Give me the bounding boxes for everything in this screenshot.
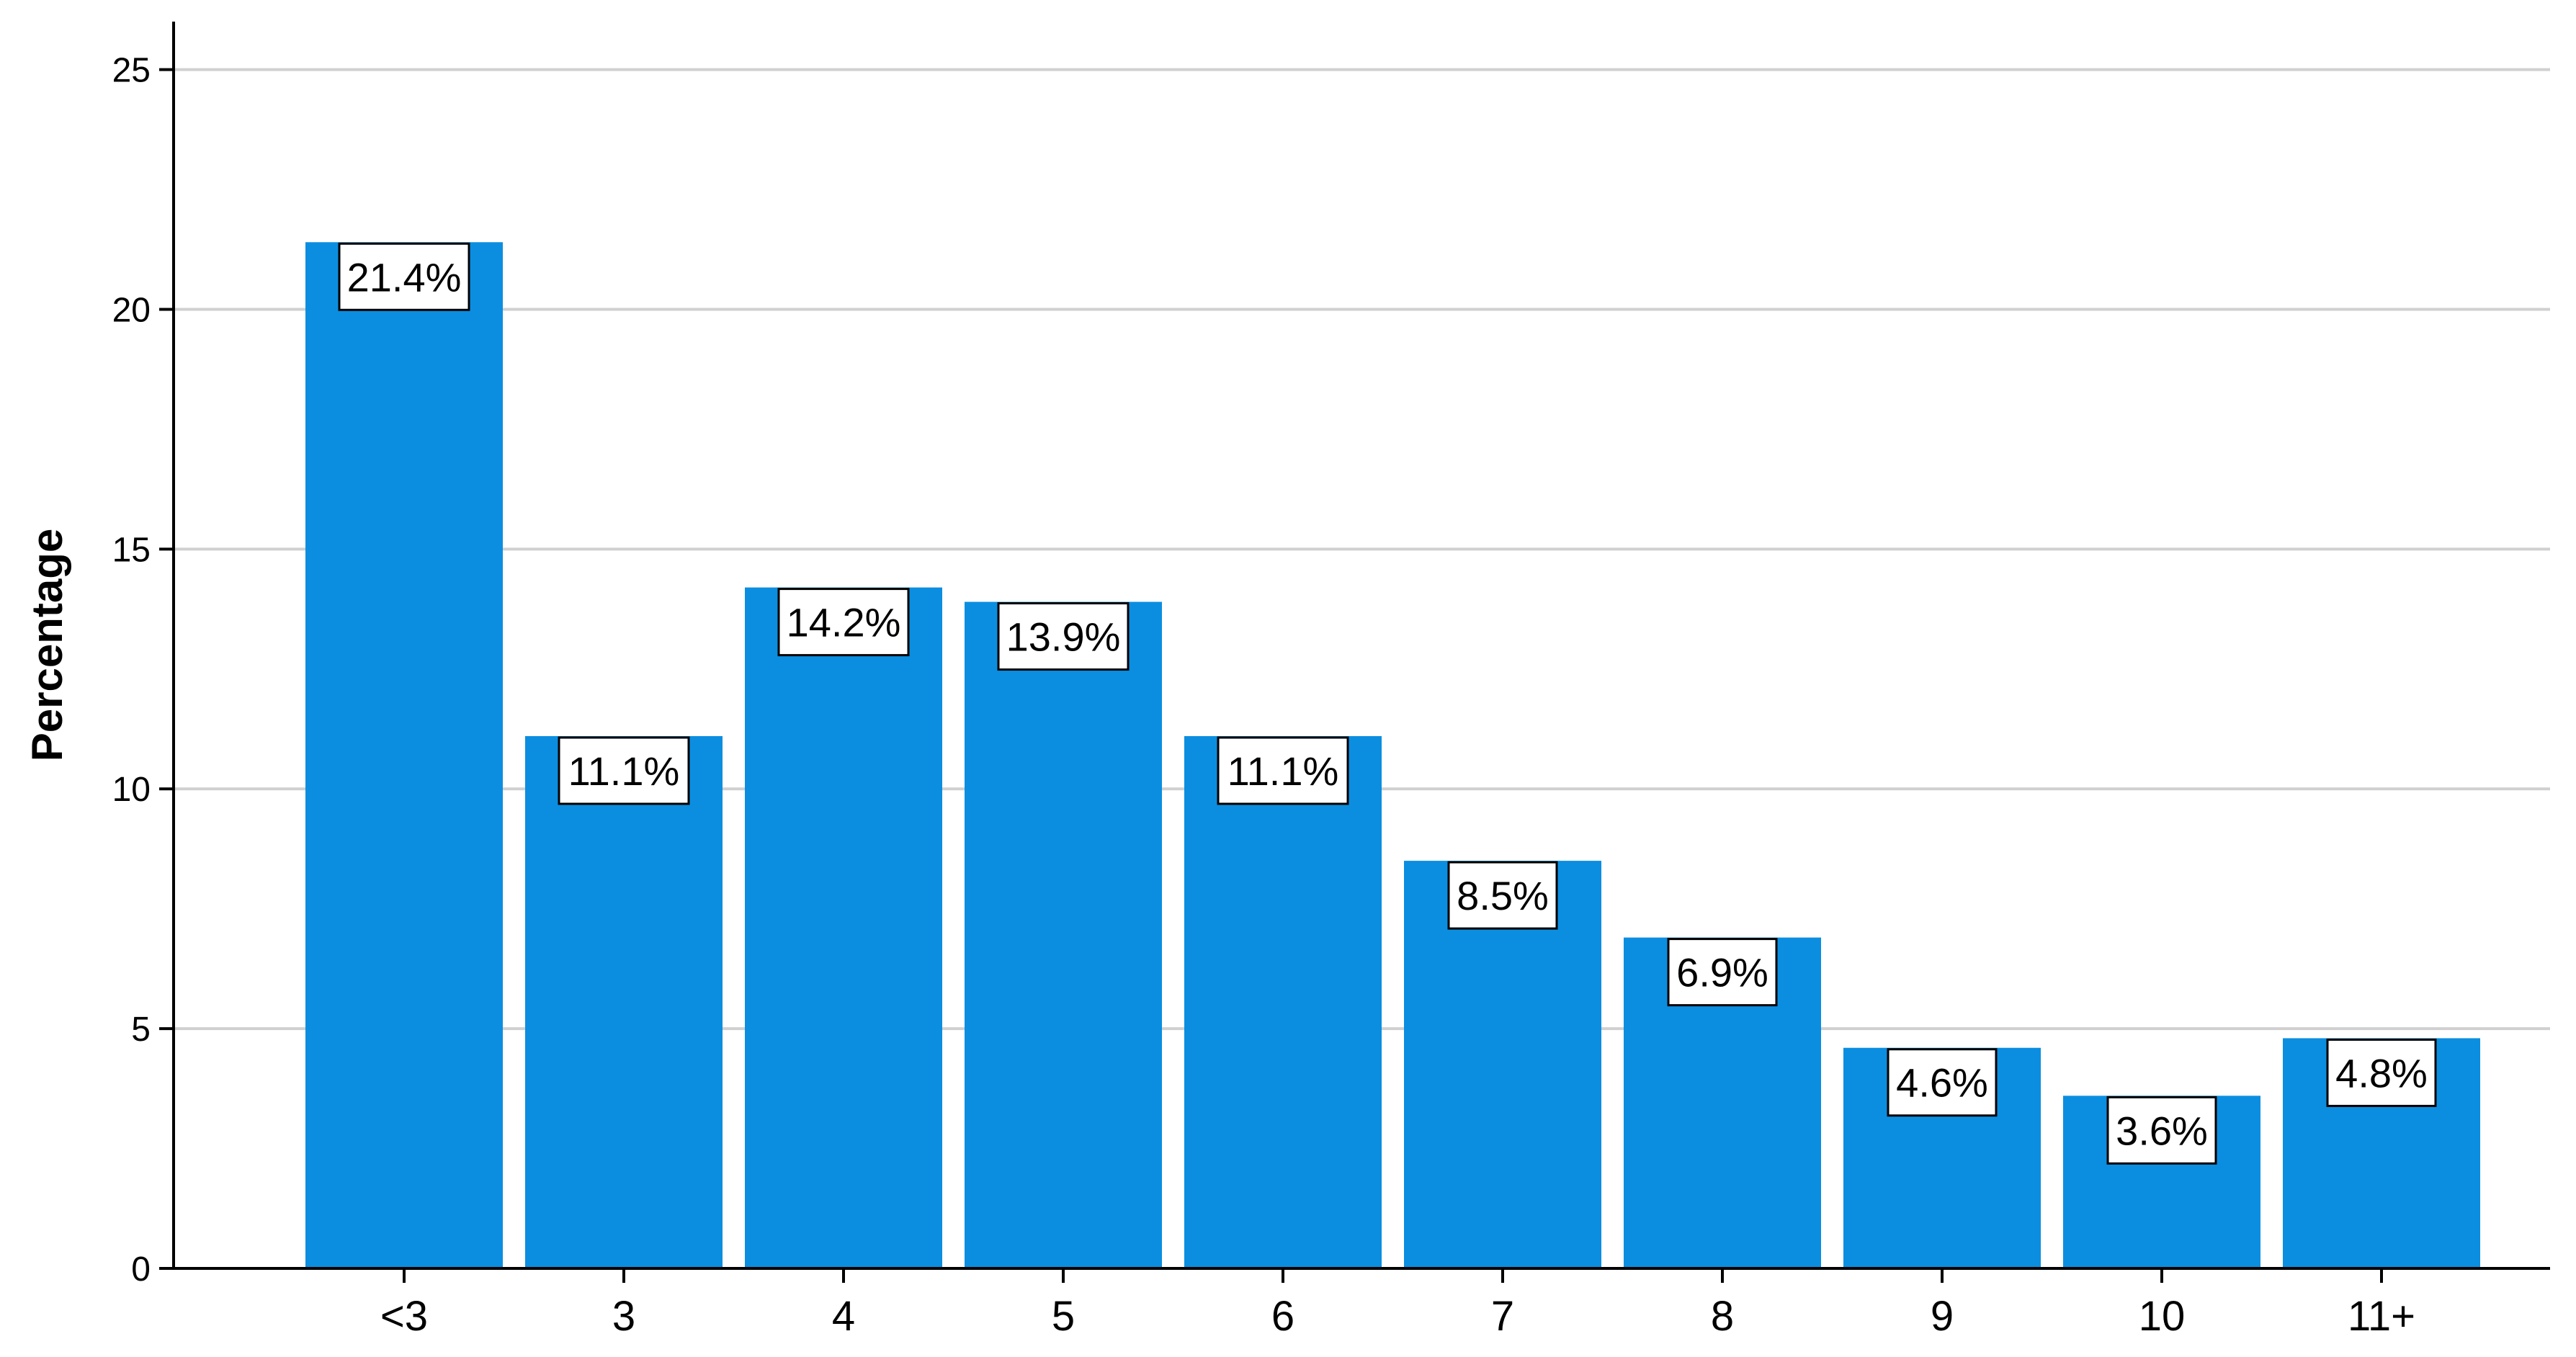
y-tick-label: 20	[112, 291, 151, 329]
bar	[525, 735, 723, 1268]
data-label: 6.9%	[1667, 938, 1778, 1007]
data-label: 8.5%	[1447, 861, 1558, 930]
y-tick-label: 15	[112, 531, 151, 569]
data-label-box	[1887, 1048, 1998, 1117]
y-tick-label: 5	[131, 1011, 151, 1049]
data-label: 3.6%	[2106, 1096, 2217, 1165]
y-tick-label: 10	[112, 771, 151, 809]
data-label-text: 6.9%	[1676, 950, 1768, 995]
data-label-text: 8.5%	[1457, 873, 1549, 918]
data-label-box	[997, 602, 1130, 671]
x-tick-label: 10	[2139, 1293, 2186, 1340]
x-tick-label: 9	[1931, 1293, 1954, 1340]
data-label-box	[2326, 1038, 2437, 1107]
data-label-text: 21.4%	[347, 254, 462, 300]
x-tick-label: 4	[832, 1293, 855, 1340]
x-tick-label: <3	[380, 1293, 428, 1340]
data-label: 11.1%	[1217, 736, 1349, 805]
data-label-text: 14.2%	[787, 600, 901, 645]
x-tick-label: 3	[612, 1293, 635, 1340]
bar	[1184, 735, 1382, 1268]
data-label-box	[777, 588, 910, 657]
data-label-text: 13.9%	[1006, 614, 1121, 660]
data-label-text: 3.6%	[2116, 1108, 2208, 1153]
bars	[305, 242, 2480, 1268]
data-label: 4.6%	[1887, 1048, 1998, 1117]
data-label: 4.8%	[2326, 1038, 2437, 1107]
data-label-text: 4.6%	[1896, 1060, 1988, 1106]
x-tick-label: 7	[1491, 1293, 1514, 1340]
data-label-box	[338, 242, 470, 311]
x-tick-labels: <3 3 4 5 6 7 8 9 10 11+	[380, 1268, 2415, 1340]
data-label-box	[2106, 1096, 2217, 1165]
data-label: 21.4%	[338, 242, 470, 311]
data-label: 11.1%	[558, 736, 690, 805]
axes	[172, 22, 2550, 1270]
data-label-box	[1667, 938, 1778, 1007]
data-label-box	[1217, 736, 1349, 805]
data-label-text: 4.8%	[2335, 1050, 2428, 1096]
data-label-text: 11.1%	[568, 748, 680, 794]
x-tick-label: 5	[1052, 1293, 1075, 1340]
data-label: 14.2%	[777, 588, 910, 657]
y-tick-label: 25	[112, 52, 151, 90]
y-tick-labels: 0 5 10 15 20 25	[112, 52, 174, 1289]
x-tick-label: 11+	[2348, 1293, 2415, 1340]
y-axis-title: Percentage	[23, 529, 71, 762]
x-tick-label: 6	[1271, 1293, 1294, 1340]
data-label: 13.9%	[997, 602, 1130, 671]
data-label-text: 11.1%	[1227, 748, 1339, 794]
x-tick-label: 8	[1711, 1293, 1734, 1340]
data-label-box	[1447, 861, 1558, 930]
bar	[745, 587, 942, 1268]
data-label-box	[558, 736, 690, 805]
y-tick-label: 0	[131, 1250, 151, 1289]
data-labels: 21.4% 11.1% 14.2% 13.9% 11.1% 8.5% 6.9% 4.6% 3.6…	[338, 242, 2437, 1165]
bar	[965, 601, 1162, 1268]
bar	[305, 242, 503, 1268]
